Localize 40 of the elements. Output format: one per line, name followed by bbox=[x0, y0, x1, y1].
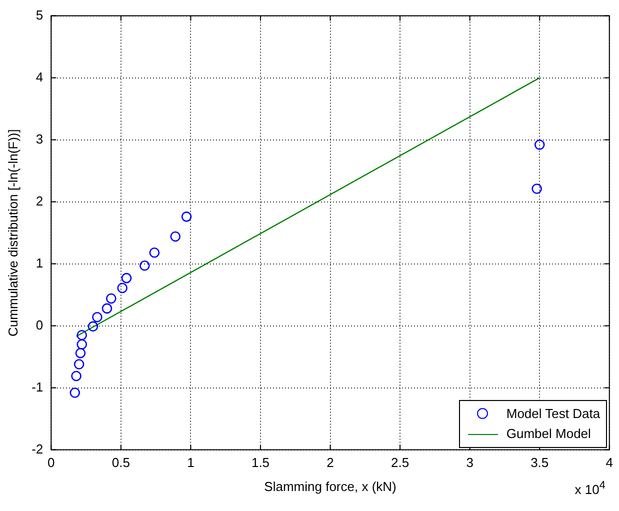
y-tick-label: -2 bbox=[32, 441, 44, 456]
x-tick-label: 3 bbox=[466, 455, 474, 470]
point bbox=[92, 312, 102, 322]
x-tick-label: 1.5 bbox=[251, 455, 270, 470]
point bbox=[106, 293, 116, 304]
point bbox=[149, 247, 160, 258]
y-tick-label: 1 bbox=[36, 255, 44, 270]
point bbox=[534, 140, 545, 150]
point bbox=[71, 370, 82, 382]
x-tick-label: 1 bbox=[187, 455, 194, 470]
point bbox=[117, 282, 128, 294]
x-tick-label: 2 bbox=[326, 455, 334, 470]
x-tick-label: 3.5 bbox=[530, 455, 549, 470]
point bbox=[76, 330, 88, 340]
point bbox=[121, 272, 132, 284]
legend-label: Model Test Data bbox=[506, 406, 600, 422]
x-tick-label: 0.5 bbox=[112, 455, 130, 470]
point bbox=[76, 339, 88, 350]
point bbox=[181, 212, 192, 222]
y-tick-label: 3 bbox=[36, 131, 44, 146]
point bbox=[88, 321, 98, 332]
x-tick-label: 0 bbox=[48, 455, 55, 470]
point bbox=[532, 184, 542, 194]
x-axis-title: Slamming force, x (kN) bbox=[264, 478, 396, 494]
point bbox=[75, 348, 86, 358]
y-tick-label: 2 bbox=[36, 193, 44, 208]
legend-label: Gumbel Model bbox=[506, 426, 591, 442]
x-tick-label: 2.5 bbox=[391, 455, 410, 470]
point bbox=[74, 359, 84, 370]
text: x 10$^{4}$ bbox=[574, 480, 606, 498]
y-tick-label: 0 bbox=[36, 317, 44, 332]
x-tick-label: 4 bbox=[606, 455, 613, 470]
point bbox=[170, 231, 181, 242]
y-tick-label: -1 bbox=[32, 379, 44, 394]
y-tick-label: 5 bbox=[36, 7, 44, 22]
point bbox=[70, 388, 80, 398]
point bbox=[140, 260, 150, 271]
point bbox=[102, 303, 112, 314]
y-tick-label: 4 bbox=[36, 69, 44, 84]
y-axis-title: Cummulative distribution [-ln(-ln(F))] bbox=[5, 129, 20, 336]
